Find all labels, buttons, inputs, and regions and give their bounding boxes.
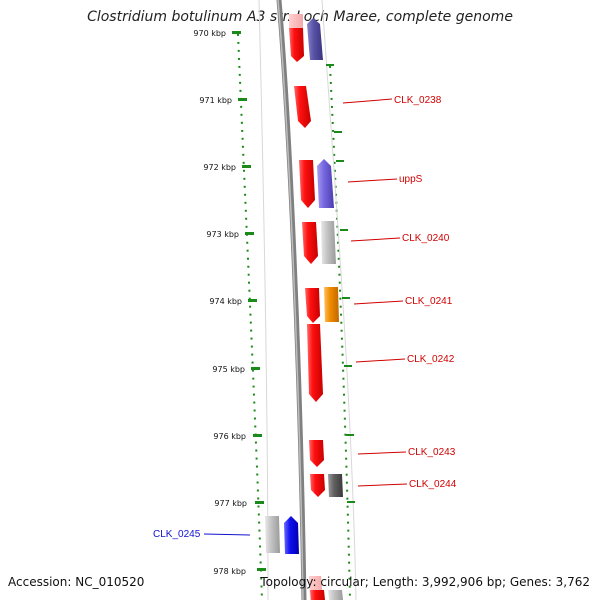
gene-feature: [289, 28, 304, 62]
tick-label: 977 kbp: [214, 499, 247, 508]
gene-label: CLK_0242: [407, 354, 455, 365]
gene-feature: [294, 86, 311, 128]
tick-label: 972 kbp: [203, 163, 236, 172]
backbone-highlight: [277, 0, 304, 600]
accession-text: Accession: NC_010520: [8, 575, 145, 589]
connector-line: [357, 451, 407, 455]
track-edge-right: [321, 0, 357, 600]
tick-mark: [232, 31, 241, 34]
gene-feature: [305, 288, 320, 323]
tick-label: 970 kbp: [193, 29, 226, 38]
genome-summary: Topology: circular; Length: 3,992,906 bp…: [260, 575, 590, 589]
tick-mark: [257, 568, 266, 571]
inner-tick-mark: [344, 365, 352, 367]
gene-label: uppS: [399, 174, 423, 185]
tick-mark: [251, 367, 260, 370]
inner-tick-mark: [342, 297, 350, 299]
gene-feature: [299, 160, 315, 208]
gene-feature: [302, 222, 318, 264]
genome-backbone: [276, 0, 307, 600]
tick-mark: [248, 299, 257, 302]
gene-feature: [289, 14, 303, 30]
tick-label: 974 kbp: [209, 297, 242, 306]
outer-dotted-track: [237, 33, 263, 600]
gene-feature: [310, 474, 325, 497]
inner-tick-mark: [346, 434, 354, 436]
gene-label: CLK_0245: [153, 529, 201, 540]
gene-feature: [307, 324, 323, 402]
tick-marks: [232, 31, 355, 571]
connector-line: [350, 237, 401, 242]
gene-feature: [328, 590, 343, 600]
gene-label: CLK_0240: [402, 233, 450, 244]
gene-feature: [309, 440, 324, 467]
label-connectors: [203, 98, 408, 536]
inner-tick-mark: [326, 64, 334, 66]
gene-features: [265, 14, 343, 600]
gene-feature: [265, 516, 280, 553]
gene-label: CLK_0241: [405, 296, 453, 307]
gene-label: CLK_0243: [408, 447, 456, 458]
tick-label: 978 kbp: [213, 567, 246, 576]
gene-feature: [284, 516, 299, 554]
tick-label: 971 kbp: [199, 96, 232, 105]
inner-dotted-track: [329, 65, 351, 600]
connector-line: [355, 358, 406, 363]
gene-feature: [328, 474, 343, 497]
track-edge-left: [258, 0, 269, 600]
tick-labels: 970 kbp 971 kbp 972 kbp 973 kbp 974 kbp …: [193, 29, 247, 576]
inner-tick-mark: [347, 501, 355, 503]
gene-feature: [324, 287, 339, 322]
tick-mark: [242, 165, 251, 168]
connector-line: [357, 483, 408, 487]
connector-line: [353, 300, 404, 305]
gene-label: CLK_0238: [394, 95, 442, 106]
tick-label: 973 kbp: [206, 230, 239, 239]
gene-labels: CLK_0238 uppS CLK_0240 CLK_0241 CLK_0242…: [153, 95, 457, 540]
tick-mark: [255, 501, 264, 504]
inner-tick-mark: [336, 160, 344, 162]
gene-label: CLK_0244: [409, 479, 457, 490]
connector-line: [203, 533, 251, 536]
tick-mark: [238, 98, 247, 101]
tick-mark: [245, 232, 254, 235]
connector-line: [342, 98, 393, 104]
gene-feature: [310, 590, 325, 600]
tick-label: 975 kbp: [212, 365, 245, 374]
connector-line: [347, 178, 398, 183]
tick-mark: [253, 434, 262, 437]
inner-tick-mark: [334, 131, 342, 133]
gene-feature: [321, 221, 336, 264]
inner-tick-mark: [340, 229, 348, 231]
gene-feature: [317, 159, 334, 208]
gene-feature: [307, 18, 323, 60]
tick-label: 976 kbp: [213, 432, 246, 441]
